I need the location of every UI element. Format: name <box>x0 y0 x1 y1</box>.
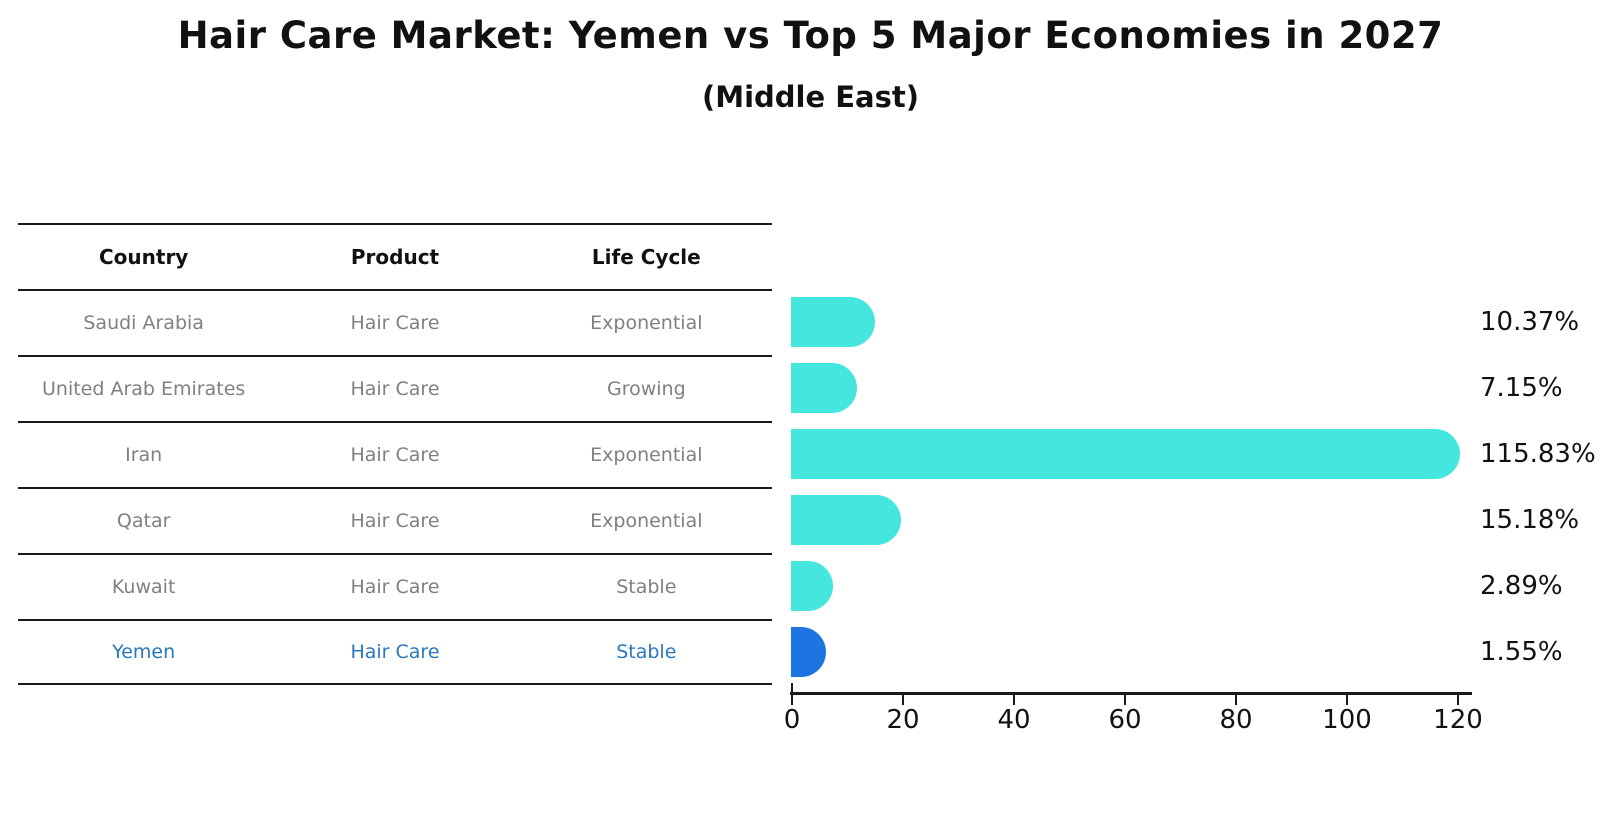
cell-life-cycle: Growing <box>606 378 686 400</box>
cell-country: Iran <box>125 444 163 466</box>
x-axis-line <box>790 692 1472 695</box>
chart-subtitle: (Middle East) <box>701 80 920 114</box>
x-axis-tick-label-0: 0 <box>783 705 801 735</box>
cell-country: Yemen <box>112 641 176 663</box>
bar-iran <box>791 429 1460 479</box>
table-row-yemen: Yemen Hair Care Stable <box>18 619 772 685</box>
value-label-yemen: 1.55% <box>1480 637 1563 667</box>
x-axis-tick-40 <box>1013 695 1015 705</box>
header-cell-life-cycle: Life Cycle <box>591 245 701 269</box>
x-axis-tick-120 <box>1457 695 1459 705</box>
cell-product: Hair Care <box>350 641 440 663</box>
cell-country: Qatar <box>116 510 171 532</box>
cell-product: Hair Care <box>350 576 440 598</box>
bar-qatar <box>791 495 902 545</box>
bar-kuwait <box>791 561 834 611</box>
table-row-saudi-arabia: Saudi Arabia Hair Care Exponential <box>18 289 772 355</box>
table-row-iran: Iran Hair Care Exponential <box>18 421 772 487</box>
cell-life-cycle: Exponential <box>590 510 703 532</box>
bar-yemen <box>791 627 826 677</box>
value-label-qatar: 15.18% <box>1480 505 1580 535</box>
x-axis-tick-0 <box>791 683 793 705</box>
cell-product: Hair Care <box>350 510 440 532</box>
x-axis-tick-label-20: 20 <box>886 705 920 735</box>
value-label-kuwait: 2.89% <box>1480 571 1563 601</box>
bar-united-arab-emirates <box>791 363 857 413</box>
comparison-table: Country Product Life Cycle Saudi Arabia H… <box>18 223 772 685</box>
cell-life-cycle: Stable <box>616 576 677 598</box>
x-axis-tick-label-40: 40 <box>997 705 1031 735</box>
cell-life-cycle: Exponential <box>590 444 703 466</box>
x-axis-tick-100 <box>1346 695 1348 705</box>
cell-country: Saudi Arabia <box>83 312 204 334</box>
value-label-saudi-arabia: 10.37% <box>1480 307 1580 337</box>
x-axis-tick-label-120: 120 <box>1433 705 1483 735</box>
table-row-united-arab-emirates: United Arab Emirates Hair Care Growing <box>18 355 772 421</box>
chart-title: Hair Care Market: Yemen vs Top 5 Major E… <box>177 14 1444 57</box>
x-axis-tick-label-60: 60 <box>1108 705 1142 735</box>
cell-country: United Arab Emirates <box>42 378 246 400</box>
table-row-kuwait: Kuwait Hair Care Stable <box>18 553 772 619</box>
cell-life-cycle: Exponential <box>590 312 703 334</box>
value-label-united-arab-emirates: 7.15% <box>1480 373 1563 403</box>
table-header-row: Country Product Life Cycle <box>18 223 772 289</box>
x-axis-tick-20 <box>902 695 904 705</box>
cell-country: Kuwait <box>111 576 176 598</box>
x-axis-tick-60 <box>1124 695 1126 705</box>
x-axis-tick-label-100: 100 <box>1322 705 1372 735</box>
bar-saudi-arabia <box>791 297 875 347</box>
cell-product: Hair Care <box>350 444 440 466</box>
header-cell-country: Country <box>98 245 189 269</box>
cell-product: Hair Care <box>350 378 440 400</box>
cell-life-cycle: Stable <box>616 641 677 663</box>
cell-product: Hair Care <box>350 312 440 334</box>
x-axis-tick-80 <box>1235 695 1237 705</box>
x-axis-tick-label-80: 80 <box>1219 705 1253 735</box>
table-row-qatar: Qatar Hair Care Exponential <box>18 487 772 553</box>
value-label-iran: 115.83% <box>1480 439 1596 469</box>
header-cell-product: Product <box>350 245 440 269</box>
